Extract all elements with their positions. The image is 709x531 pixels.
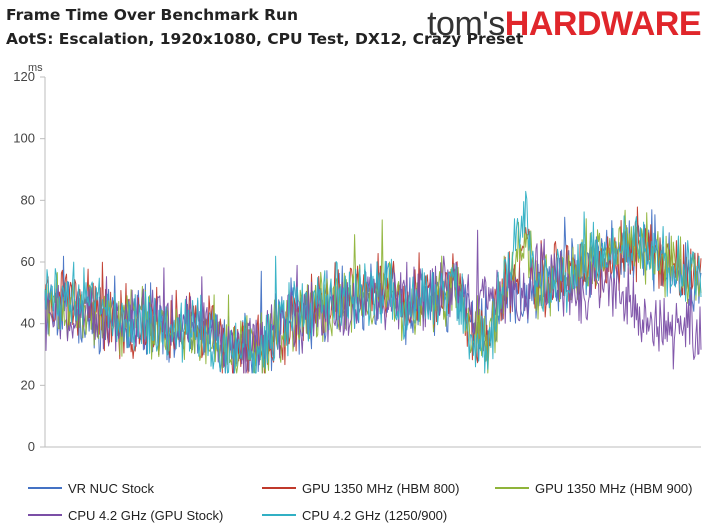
legend-swatch [262,487,296,489]
legend-item-gpu-1350-mhz-hbm-800: GPU 1350 MHz (HBM 800) [262,478,460,498]
chart-title: Frame Time Over Benchmark Run [6,6,299,24]
logo-part-toms: tom's [427,5,505,43]
legend-label: GPU 1350 MHz (HBM 900) [535,480,693,496]
y-tick-label: 100 [13,131,35,146]
y-axis-unit-label: ms [28,62,43,74]
y-tick-label: 60 [21,254,35,269]
series-line-gpu-1350-mhz-hbm-900 [44,209,702,374]
logo-part-hardware: HARDWARE [504,5,702,43]
legend-swatch [28,514,62,516]
legend-item-gpu-1350-mhz-hbm-900: GPU 1350 MHz (HBM 900) [495,478,693,498]
y-tick-label: 120 [13,69,35,84]
chart-legend: VR NUC Stock GPU 1350 MHz (HBM 800) GPU 13… [0,478,709,528]
legend-item-cpu-4-2-ghz-gpu-stock: CPU 4.2 GHz (GPU Stock) [28,505,223,525]
legend-item-cpu-4-2-ghz-1250-900: CPU 4.2 GHz (1250/900) [262,505,447,525]
legend-label: CPU 4.2 GHz (1250/900) [302,507,448,523]
legend-label: VR NUC Stock [68,480,154,496]
legend-label: GPU 1350 MHz (HBM 800) [302,480,460,496]
y-tick-label: 40 [21,316,35,331]
y-tick-label: 20 [21,377,35,392]
legend-label: CPU 4.2 GHz (GPU Stock) [68,507,224,523]
y-tick-label: 80 [21,192,35,207]
chart-subtitle: AotS: Escalation, 1920x1080, CPU Test, D… [6,30,524,48]
legend-item-vr-nuc-stock: VR NUC Stock [28,478,154,498]
title-block: Frame Time Over Benchmark Run AotS: Esca… [6,3,523,51]
legend-swatch [262,514,296,516]
chart-series-lines [44,190,702,374]
legend-swatch [28,487,62,489]
toms-hardware-logo: tom'sHARDWARE [427,4,701,44]
legend-swatch [495,487,529,489]
series-line-cpu-4-2-ghz-1250-900 [44,190,702,374]
y-tick-label: 0 [28,439,35,454]
